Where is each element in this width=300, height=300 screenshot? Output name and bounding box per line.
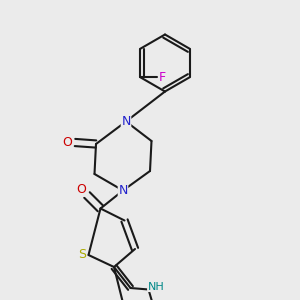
Text: S: S (79, 248, 86, 262)
Text: N: N (121, 115, 131, 128)
Text: O: O (63, 136, 72, 149)
Text: O: O (76, 183, 86, 196)
Text: F: F (159, 71, 166, 84)
Text: N: N (118, 184, 128, 197)
Text: NH: NH (148, 281, 164, 292)
